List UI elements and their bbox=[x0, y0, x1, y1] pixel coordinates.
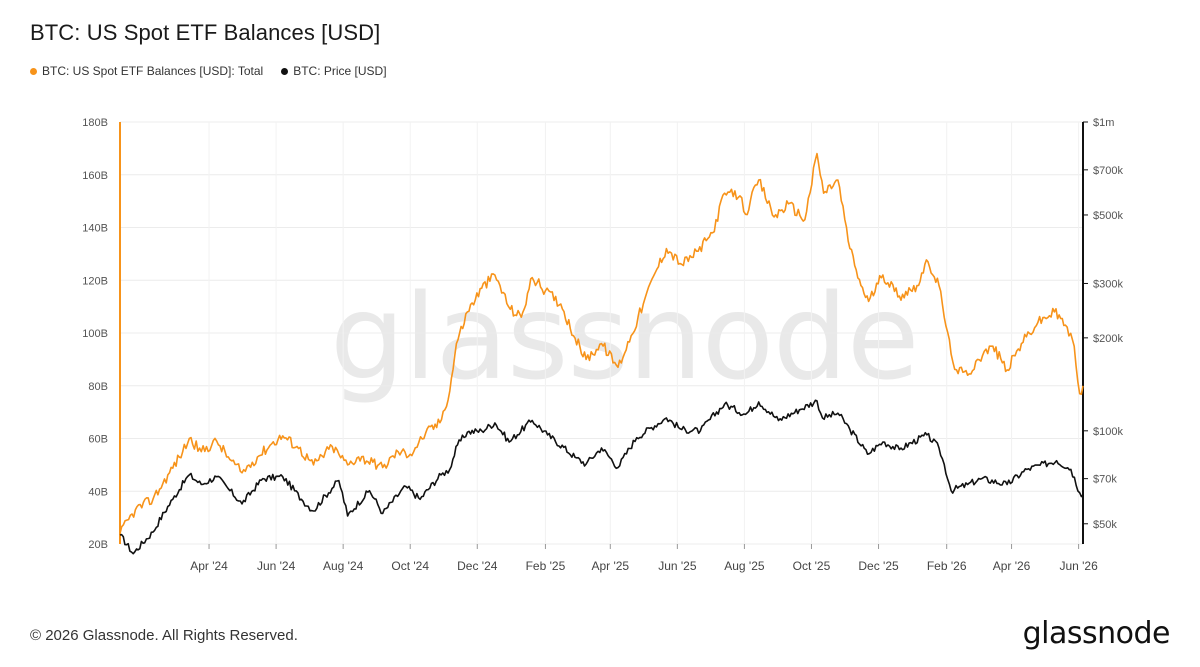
x-tick-label: Apr '24 bbox=[190, 559, 228, 573]
x-tick-label: Jun '26 bbox=[1059, 559, 1098, 573]
series-line-etf-balances bbox=[119, 152, 1084, 534]
x-tick-label: Oct '24 bbox=[391, 559, 429, 573]
x-tick-label: Feb '26 bbox=[927, 559, 967, 573]
x-tick-label: Aug '24 bbox=[323, 559, 364, 573]
x-tick-label: Oct '25 bbox=[793, 559, 831, 573]
legend-item-btc-price[interactable]: BTC: Price [USD] bbox=[281, 64, 387, 78]
right-tick-label: $50k bbox=[1093, 519, 1117, 531]
x-tick-label: Dec '25 bbox=[858, 559, 899, 573]
left-tick-label: 60B bbox=[88, 434, 108, 446]
legend-dot-icon bbox=[30, 67, 37, 75]
x-tick-label: Feb '25 bbox=[526, 559, 566, 573]
x-tick-label: Apr '26 bbox=[993, 559, 1031, 573]
left-tick-label: 180B bbox=[82, 117, 108, 129]
series-line-btc-price bbox=[119, 399, 1084, 555]
left-axis: 20B 40B 60B 80B 100B 120B 140B 160B 180B bbox=[82, 117, 121, 551]
glassnode-logo: glassnode bbox=[1022, 616, 1171, 651]
x-tick-label: Aug '25 bbox=[724, 559, 765, 573]
right-tick-label: $100k bbox=[1093, 426, 1123, 438]
right-axis: $50k $70k $100k $200k $300k $500k $700k $1m bbox=[1082, 117, 1123, 544]
left-tick-label: 160B bbox=[82, 170, 108, 182]
legend-item-etf-balances[interactable]: BTC: US Spot ETF Balances [USD]: Total bbox=[30, 64, 263, 78]
left-tick-label: 80B bbox=[88, 381, 108, 393]
legend-dot-icon bbox=[281, 67, 289, 75]
left-tick-label: 140B bbox=[82, 223, 108, 235]
copyright-text: © 2026 Glassnode. All Rights Reserved. bbox=[30, 627, 298, 644]
x-tick-label: Jun '25 bbox=[658, 559, 697, 573]
x-tick-label: Apr '25 bbox=[591, 559, 629, 573]
left-tick-label: 120B bbox=[82, 275, 108, 287]
left-tick-label: 40B bbox=[88, 486, 108, 498]
right-tick-label: $300k bbox=[1093, 278, 1123, 290]
left-tick-label: 100B bbox=[82, 328, 108, 340]
right-tick-label: $70k bbox=[1093, 474, 1117, 486]
x-tick-label: Jun '24 bbox=[257, 559, 296, 573]
legend-label: BTC: US Spot ETF Balances [USD]: Total bbox=[42, 64, 264, 78]
gridlines bbox=[120, 121, 1083, 545]
series-lines bbox=[119, 152, 1084, 555]
right-tick-label: $700k bbox=[1093, 165, 1123, 177]
chart-legend: BTC: US Spot ETF Balances [USD]: Total B… bbox=[30, 64, 387, 78]
left-tick-label: 20B bbox=[88, 539, 108, 551]
legend-label: BTC: Price [USD] bbox=[293, 64, 387, 78]
chart-title: BTC: US Spot ETF Balances [USD] bbox=[30, 20, 381, 45]
x-tick-label: Dec '24 bbox=[457, 559, 498, 573]
right-tick-label: $500k bbox=[1093, 210, 1123, 222]
right-tick-label: $1m bbox=[1093, 117, 1114, 129]
right-tick-label: $200k bbox=[1093, 333, 1123, 345]
x-axis: Apr '24 Jun '24 Aug '24 Oct '24 Dec '24 Feb '… bbox=[190, 544, 1098, 573]
